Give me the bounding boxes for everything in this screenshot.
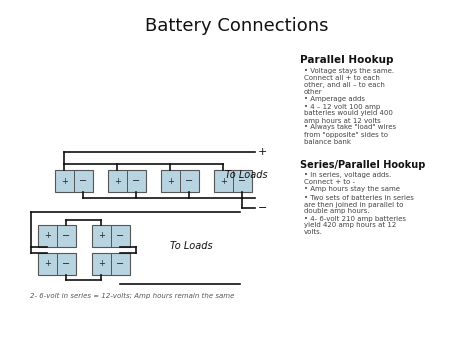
Text: • Amperage adds: • Amperage adds [304, 95, 365, 102]
Text: −: − [238, 176, 246, 186]
Text: • In series, voltage adds.
Connect + to -: • In series, voltage adds. Connect + to … [304, 172, 391, 185]
Text: • Always take "load" wires
from "opposite" sides to
balance bank: • Always take "load" wires from "opposit… [304, 125, 396, 144]
Text: Battery Connections: Battery Connections [145, 17, 329, 35]
Text: +: + [98, 260, 105, 268]
Text: +: + [220, 176, 227, 186]
Text: +: + [167, 176, 174, 186]
Bar [92, 225, 130, 247]
Text: To Loads: To Loads [225, 170, 268, 180]
Text: • Two sets of batteries in series
are then joined in parallel to
double amp hour: • Two sets of batteries in series are th… [304, 195, 414, 214]
Text: Parallel Hookup: Parallel Hookup [300, 55, 393, 65]
Text: To Loads: To Loads [170, 241, 213, 251]
Bar [214, 170, 252, 192]
Text: +: + [114, 176, 121, 186]
Bar [55, 170, 93, 192]
Text: −: − [258, 203, 267, 213]
Bar [38, 253, 76, 275]
Text: +: + [258, 147, 267, 157]
Text: +: + [98, 231, 105, 240]
Text: −: − [80, 176, 88, 186]
Text: • 4- 6-volt 210 amp batteries
yield 420 amp hours at 12
volts.: • 4- 6-volt 210 amp batteries yield 420 … [304, 215, 406, 235]
Text: 2- 6-volt in series = 12-volts; Amp hours remain the same: 2- 6-volt in series = 12-volts; Amp hour… [30, 293, 234, 299]
Bar [92, 253, 130, 275]
Bar [38, 225, 76, 247]
Text: Series/Parallel Hookup: Series/Parallel Hookup [300, 160, 425, 170]
Text: −: − [63, 231, 71, 241]
Text: • 4 – 12 volt 100 amp
batteries would yield 400
amp hours at 12 volts: • 4 – 12 volt 100 amp batteries would yi… [304, 104, 393, 124]
Text: +: + [44, 231, 51, 240]
Text: +: + [44, 260, 51, 268]
Text: • Voltage stays the same.
Connect all + to each
other, and all – to each
other: • Voltage stays the same. Connect all + … [304, 68, 394, 95]
Text: −: − [185, 176, 193, 186]
Text: −: − [117, 259, 125, 269]
Bar [161, 170, 199, 192]
Text: −: − [117, 231, 125, 241]
Bar [108, 170, 146, 192]
Text: −: − [63, 259, 71, 269]
Text: • Amp hours stay the same: • Amp hours stay the same [304, 186, 400, 192]
Text: −: − [132, 176, 141, 186]
Text: +: + [61, 176, 68, 186]
